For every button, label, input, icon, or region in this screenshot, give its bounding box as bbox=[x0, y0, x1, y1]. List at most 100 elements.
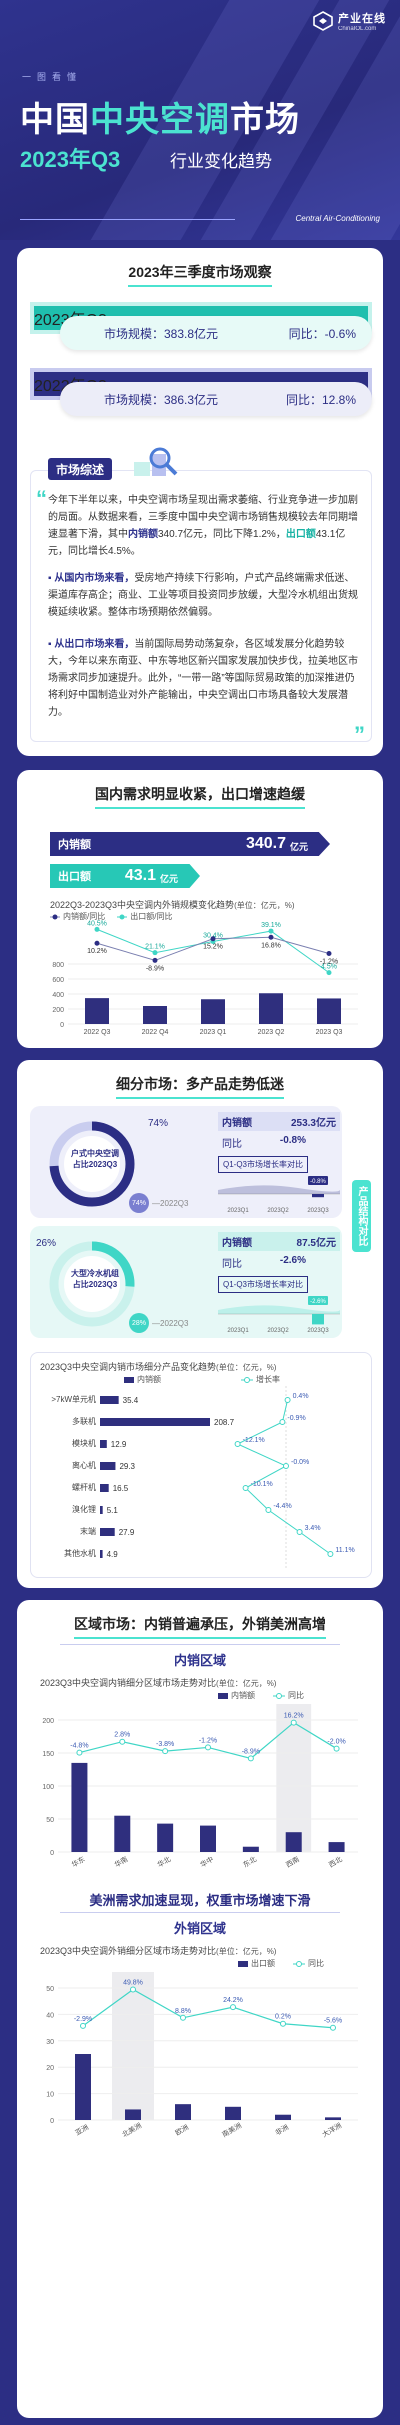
hero-banner bbox=[0, 0, 400, 240]
summary-paragraph-3: ▪ 从出口市场来看，当前国际局势动荡复杂，各区域发展分化趋势较大，今年以来东南亚… bbox=[48, 636, 360, 721]
category-label: 模块机 bbox=[72, 1438, 96, 1448]
domestic-title: 国内需求明显收紧，出口增速趋缓 bbox=[95, 784, 305, 809]
growth-point bbox=[327, 1551, 334, 1557]
chart-unit-text: (单位：亿元，%) bbox=[216, 1679, 277, 1688]
bar bbox=[100, 1440, 107, 1448]
summary-lead: 从出口市场来看， bbox=[54, 639, 135, 650]
growth-point bbox=[162, 1748, 169, 1755]
legend-swatch bbox=[124, 1376, 134, 1383]
legend-swatch bbox=[238, 1960, 248, 1967]
growth-label: -0.0% bbox=[291, 1459, 309, 1466]
x-tick-label: 华南 bbox=[113, 1854, 130, 1869]
mini-chart-title: Q1-Q3市场增长率对比 bbox=[218, 1156, 309, 1173]
stat-label: 内销额 bbox=[222, 1238, 252, 1249]
y-tick-label: 200 bbox=[52, 1007, 64, 1014]
category-label: >7kW单元机 bbox=[51, 1394, 96, 1404]
kicker-text: 一图看懂 bbox=[22, 72, 83, 82]
growth-label: -12.1% bbox=[243, 1437, 265, 1444]
product-chart-title: 2023Q3中央空调内销市场细分产品变化趋势(单位：亿元，%) bbox=[40, 1360, 276, 1373]
category-label: 末端 bbox=[80, 1526, 96, 1536]
sales-value: 340.7 bbox=[245, 835, 286, 852]
title-part: 中国 bbox=[20, 101, 90, 139]
growth-point bbox=[247, 1755, 254, 1762]
growth-label: -1.2% bbox=[199, 1737, 217, 1744]
observation-row-2022: 市场规模：386.3亿元 同比：12.8% 2022年Q3 bbox=[30, 368, 372, 430]
trend-legend: 内销额/同比 出口额/同比 bbox=[50, 911, 172, 922]
market-scale-2022: 市场规模：386.3亿元 bbox=[104, 392, 219, 407]
growth-point bbox=[279, 1419, 286, 1425]
category-label: 螺杆机 bbox=[72, 1482, 96, 1492]
summary-lead: 从国内市场来看， bbox=[54, 573, 135, 584]
growth-point bbox=[330, 2024, 336, 2031]
donut-label-line: 户式中央空调 bbox=[71, 1149, 119, 1158]
value-label: 4.9 bbox=[107, 1550, 119, 1559]
x-tick-label: 南美洲 bbox=[220, 2121, 243, 2139]
y-tick-label: 10 bbox=[46, 2092, 54, 2099]
legend-line-icon bbox=[50, 914, 60, 919]
mini-chart-title: Q1-Q3市场增长率对比 bbox=[218, 1276, 309, 1293]
legend-label: 增长率 bbox=[256, 1375, 280, 1384]
bar bbox=[100, 1506, 103, 1514]
y-tick-label: 0 bbox=[60, 1022, 64, 1029]
x-tick-label: 2023 Q2 bbox=[258, 1029, 285, 1036]
sales-growth-point bbox=[152, 957, 158, 963]
sales-growth-point bbox=[94, 940, 100, 946]
value-label: 27.9 bbox=[119, 1528, 135, 1537]
sales-growth-point bbox=[268, 934, 274, 940]
x-tick-label: 亚洲 bbox=[74, 2123, 90, 2137]
growth-point bbox=[242, 1485, 249, 1491]
value-label: 208.7 bbox=[214, 1418, 235, 1427]
summary-text: 受房地产持续下行影响，户式产品终端需求低迷、渠道库存高企；商业、工业等项目投资同… bbox=[48, 573, 358, 618]
chiller-prev-label: —2022Q3 bbox=[152, 1319, 189, 1328]
category-label: 多联机 bbox=[72, 1416, 96, 1426]
sales-growth-point bbox=[326, 950, 332, 956]
value-badge-label: -2.6% bbox=[310, 1299, 326, 1305]
bar bbox=[201, 999, 225, 1024]
legend-swatch bbox=[218, 1692, 228, 1699]
bar bbox=[200, 1825, 216, 1852]
x-tick-label: 2023 Q3 bbox=[316, 1029, 343, 1036]
growth-label: 2.8% bbox=[114, 1732, 130, 1739]
growth-label: -4.8% bbox=[70, 1743, 88, 1750]
growth-label: -2.0% bbox=[327, 1739, 345, 1746]
bar bbox=[275, 2114, 291, 2120]
region-card bbox=[17, 1600, 383, 2418]
bar bbox=[100, 1550, 103, 1558]
chiller-growth-chart: 2023Q1 2023Q2 2023Q3 -2.6% bbox=[218, 1296, 340, 1334]
brand-logo[interactable]: 产业在线 ChinaIOL.com bbox=[313, 10, 386, 32]
x-tick-label: 华东 bbox=[70, 1854, 87, 1869]
summary-box bbox=[30, 470, 372, 742]
bar bbox=[225, 2106, 241, 2120]
value-label: 35.4 bbox=[123, 1396, 139, 1405]
page-title: 中国中央空调市场 bbox=[20, 92, 300, 141]
product-legend: 内销额 增长率 bbox=[124, 1374, 280, 1385]
x-tick-label: 2023Q1 bbox=[227, 1328, 249, 1334]
sales-banner: 内销额 340.7 亿元 bbox=[50, 832, 330, 856]
observation-title: 2023年三季度市场观察 bbox=[128, 262, 272, 287]
sales-growth-point bbox=[210, 936, 216, 942]
household-pct: 74% bbox=[148, 1118, 169, 1129]
value-badge bbox=[308, 1176, 328, 1185]
y-tick-label: 50 bbox=[46, 1986, 54, 1993]
summary-paragraph-2: ▪ 从国内市场来看，受房地产持续下行影响，户式产品终端需求低迷、渠道库存高企；商… bbox=[48, 570, 360, 621]
legend-line-icon bbox=[117, 914, 128, 919]
prev-label-text: 2022Q3 bbox=[160, 1319, 189, 1328]
donut-hole bbox=[64, 1136, 120, 1192]
export-unit: 亿元 bbox=[159, 873, 178, 884]
growth-point bbox=[130, 1986, 136, 1993]
sales-growth-label: 10.2% bbox=[87, 948, 107, 955]
legend-label: 同比 bbox=[308, 1959, 324, 1968]
domestic-region-chart-title: 2023Q3中央空调内销细分区域市场走势对比(单位：亿元，%) bbox=[40, 1676, 276, 1689]
product-structure-tag: 产品结构对比 bbox=[352, 1180, 371, 1252]
chiller-prev-badge: 28% bbox=[129, 1313, 149, 1333]
chiller-donut-label: 大型冷水机组 占比2023Q3 bbox=[60, 1268, 130, 1290]
growth-point bbox=[290, 1719, 297, 1726]
growth-label: 0.4% bbox=[293, 1393, 309, 1400]
value-badge bbox=[308, 1296, 328, 1305]
region-title: 区域市场：内销普遍承压，外销美洲高增 bbox=[74, 1614, 326, 1639]
trend-chart-title: 2022Q3-2023Q3中央空调内外销规模变化趋势(单位：亿元，%) bbox=[50, 898, 295, 911]
growth-line bbox=[236, 1399, 331, 1555]
growth-point bbox=[284, 1397, 291, 1403]
highlight-column bbox=[276, 1704, 312, 1852]
bar bbox=[100, 1484, 109, 1492]
